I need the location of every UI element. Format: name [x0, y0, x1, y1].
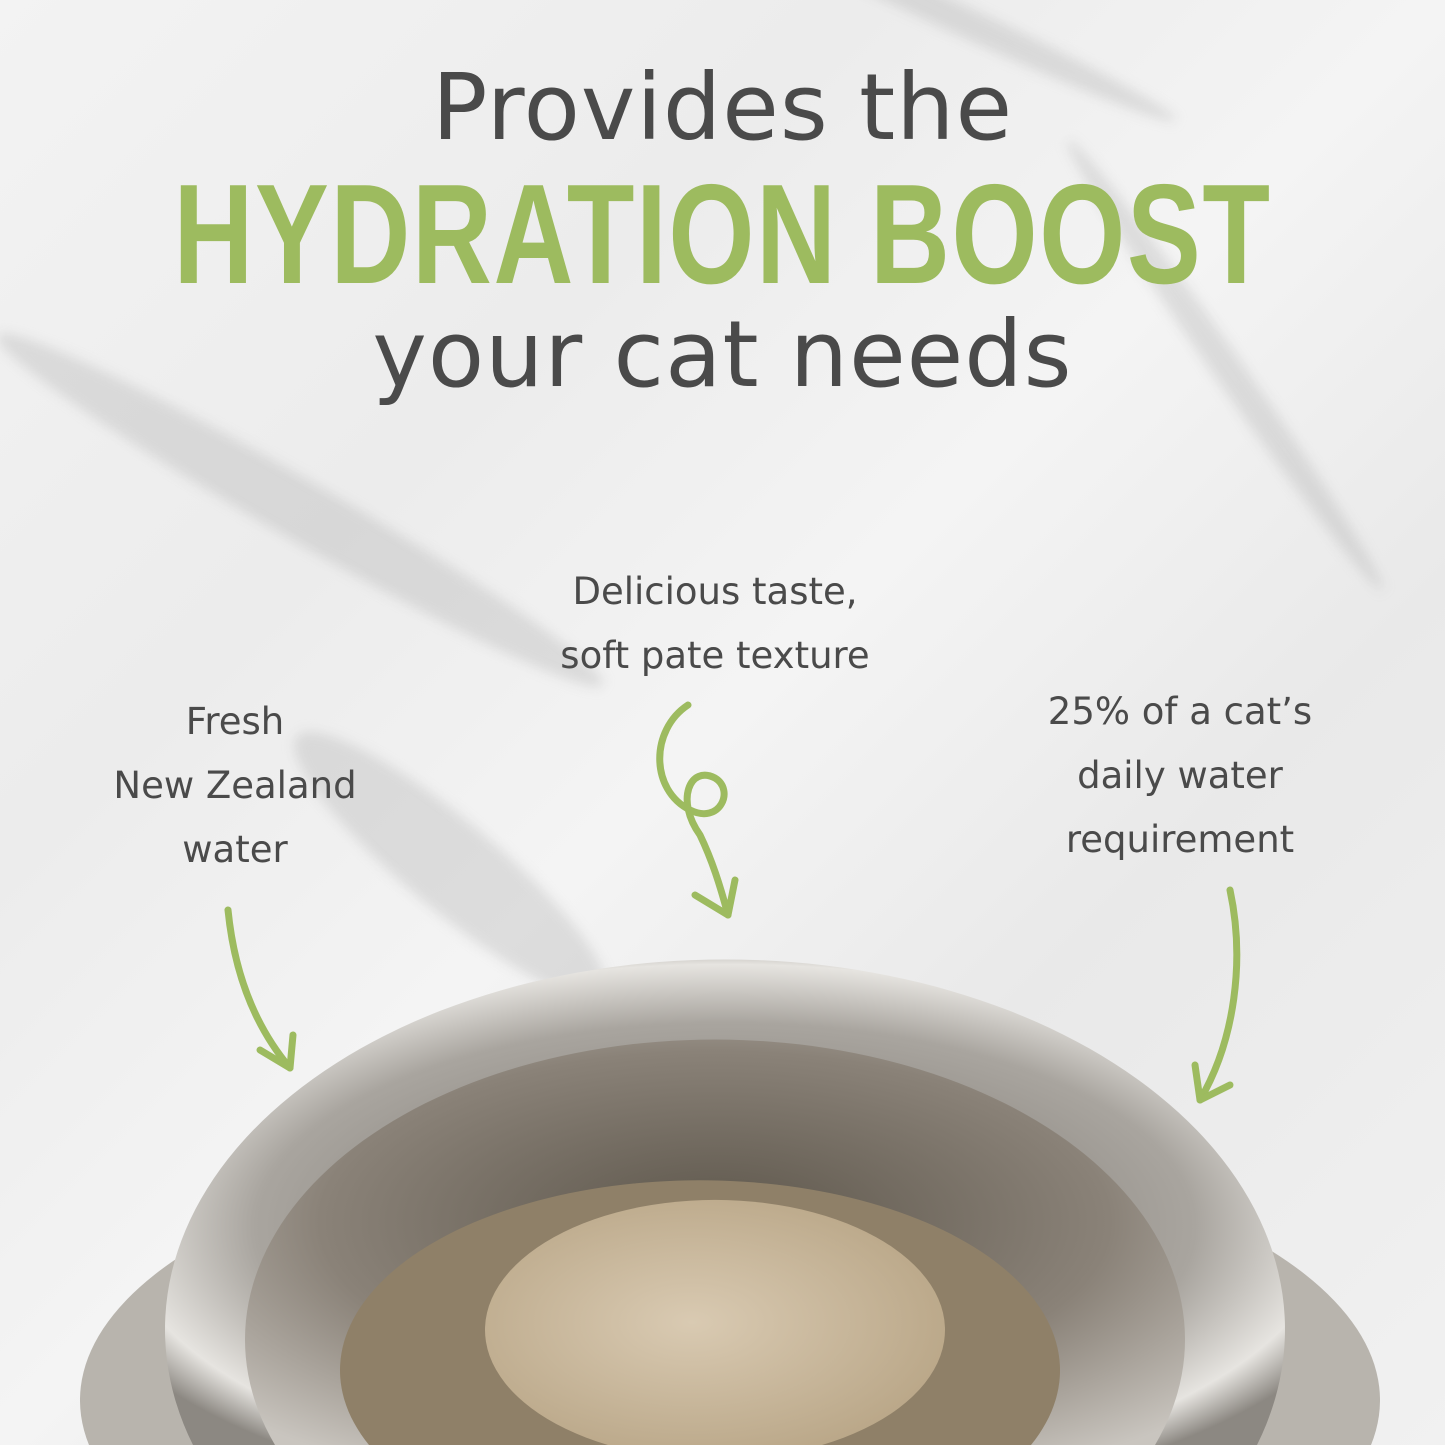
callout-text: requirement — [1065, 818, 1295, 861]
callout-text: Delicious taste, — [572, 570, 858, 613]
arrow-right-icon — [1191, 886, 1241, 1104]
headline-hydration-boost: HYDRATION BOOST — [173, 155, 1272, 314]
callout-text: soft pate texture — [560, 634, 870, 677]
callout-fresh-water: Fresh New Zealand water — [70, 690, 400, 882]
callout-text: daily water — [1077, 754, 1283, 797]
callout-text: Fresh — [185, 700, 285, 743]
headline-line-1: Provides the — [431, 54, 1014, 161]
headline-line-3: your cat needs — [372, 301, 1073, 408]
callout-text: 25% of a cat’s — [1047, 690, 1313, 733]
curly-arrow-middle-icon — [656, 701, 739, 919]
pate-food — [484, 1199, 946, 1445]
callout-text: New Zealand — [113, 764, 357, 807]
callout-taste: Delicious taste, soft pate texture — [520, 560, 910, 688]
callout-text: water — [182, 828, 288, 871]
callout-water-requirement: 25% of a cat’s daily water requirement — [1010, 680, 1350, 872]
arrow-left-icon — [224, 906, 297, 1072]
